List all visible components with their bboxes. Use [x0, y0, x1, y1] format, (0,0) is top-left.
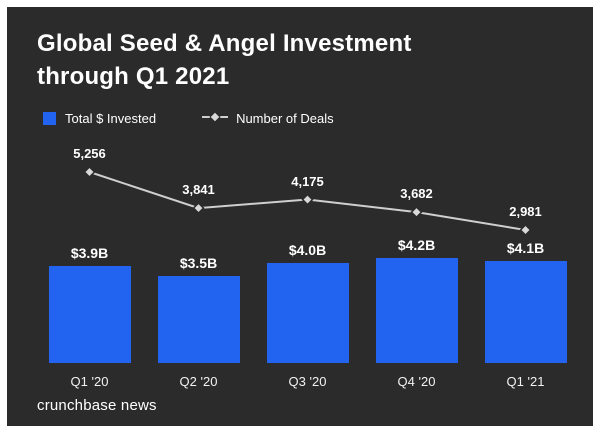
- legend-deals-label: Number of Deals: [236, 111, 334, 126]
- category-label: Q1 '20: [70, 374, 109, 389]
- deals-value-label: 3,841: [182, 182, 215, 198]
- category-label: Q1 '21: [506, 374, 545, 389]
- title-line-1: Global Seed & Angel Investment: [37, 30, 412, 57]
- deals-marker: [519, 223, 532, 237]
- footer-brand: crunchbase news: [37, 397, 157, 414]
- category-label: Q2 '20: [179, 374, 218, 389]
- invested-bar: [375, 258, 458, 363]
- deals-value-label: 5,256: [73, 146, 106, 161]
- invested-bar: [484, 260, 567, 363]
- invested-value-label: $3.5B: [179, 254, 218, 271]
- legend-item-deals: Number of Deals: [202, 111, 334, 126]
- title-line-2: through Q1 2021: [37, 63, 230, 90]
- deals-marker-icon: [202, 111, 229, 126]
- invested-bar: [48, 265, 131, 363]
- invested-value-label: $3.9B: [70, 244, 109, 261]
- legend: Total $ Invested Number of Deals: [43, 111, 334, 126]
- legend-invested-label: Total $ Invested: [65, 111, 157, 126]
- invested-bar: [157, 275, 240, 363]
- deals-marker: [83, 165, 96, 179]
- chart-panel: Global Seed & Angel Investment through Q…: [7, 7, 593, 426]
- deals-value-label: 2,981: [509, 204, 542, 219]
- deals-marker: [410, 206, 423, 219]
- deals-marker: [301, 193, 314, 206]
- deals-line-svg: [83, 165, 532, 237]
- bar-swatch-icon: [43, 112, 56, 125]
- deals-marker: [192, 202, 205, 215]
- deals-value-label: 4,175: [291, 173, 324, 189]
- invested-value-label: $4.1B: [506, 239, 545, 256]
- invested-value-label: $4.0B: [288, 242, 327, 258]
- invested-value-label: $4.2B: [397, 237, 436, 253]
- deals-value-label: 3,682: [400, 186, 433, 202]
- legend-item-invested: Total $ Invested: [43, 111, 156, 126]
- chart-area: 5,256 $3.9B Q1 '20 3,841 $3.5B Q2 '20 4,175 $4.…: [35, 145, 580, 400]
- category-label: Q4 '20: [397, 374, 436, 389]
- page-title: Global Seed & Angel Investment through Q…: [37, 27, 412, 93]
- category-label: Q3 '20: [288, 374, 327, 389]
- invested-bar: [266, 263, 349, 363]
